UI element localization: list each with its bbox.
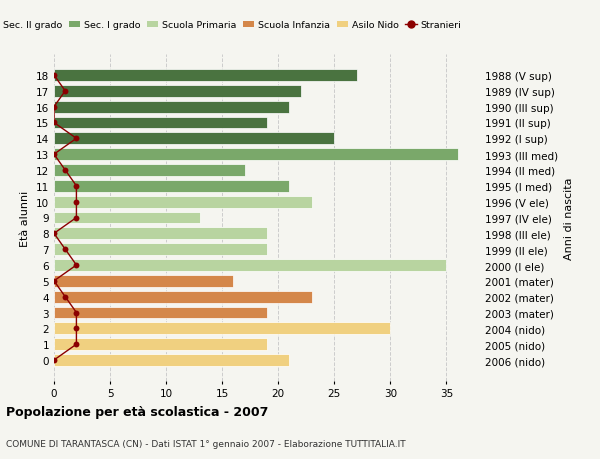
Text: COMUNE DI TARANTASCA (CN) - Dati ISTAT 1° gennaio 2007 - Elaborazione TUTTITALIA: COMUNE DI TARANTASCA (CN) - Dati ISTAT 1… <box>6 439 406 448</box>
Bar <box>54 354 289 366</box>
Point <box>61 167 70 174</box>
Bar <box>54 133 334 145</box>
Point <box>71 199 81 206</box>
Legend: Sec. II grado, Sec. I grado, Scuola Primaria, Scuola Infanzia, Asilo Nido, Stran: Sec. II grado, Sec. I grado, Scuola Prim… <box>0 17 465 34</box>
Bar <box>54 118 267 129</box>
Point <box>71 341 81 348</box>
Bar <box>54 228 267 240</box>
Point <box>49 357 59 364</box>
Bar <box>54 165 245 177</box>
Point <box>61 293 70 301</box>
Point <box>49 230 59 237</box>
Text: Popolazione per età scolastica - 2007: Popolazione per età scolastica - 2007 <box>6 405 268 419</box>
Bar <box>54 86 301 98</box>
Point <box>49 278 59 285</box>
Y-axis label: Anni di nascita: Anni di nascita <box>563 177 574 259</box>
Point <box>61 88 70 95</box>
Bar <box>54 307 267 319</box>
Bar <box>54 70 356 82</box>
Y-axis label: Età alunni: Età alunni <box>20 190 31 246</box>
Bar <box>54 149 458 161</box>
Point <box>49 119 59 127</box>
Point <box>49 151 59 158</box>
Point <box>49 104 59 111</box>
Bar <box>54 196 312 208</box>
Point <box>71 135 81 143</box>
Bar <box>54 101 289 113</box>
Bar <box>54 259 446 271</box>
Point <box>61 246 70 253</box>
Bar <box>54 212 200 224</box>
Point <box>71 325 81 332</box>
Bar <box>54 338 267 350</box>
Bar <box>54 291 312 303</box>
Bar <box>54 275 233 287</box>
Bar <box>54 180 289 192</box>
Point <box>71 262 81 269</box>
Point <box>71 183 81 190</box>
Point <box>71 309 81 317</box>
Bar <box>54 244 267 256</box>
Point <box>49 72 59 79</box>
Bar <box>54 323 391 335</box>
Point <box>71 214 81 222</box>
